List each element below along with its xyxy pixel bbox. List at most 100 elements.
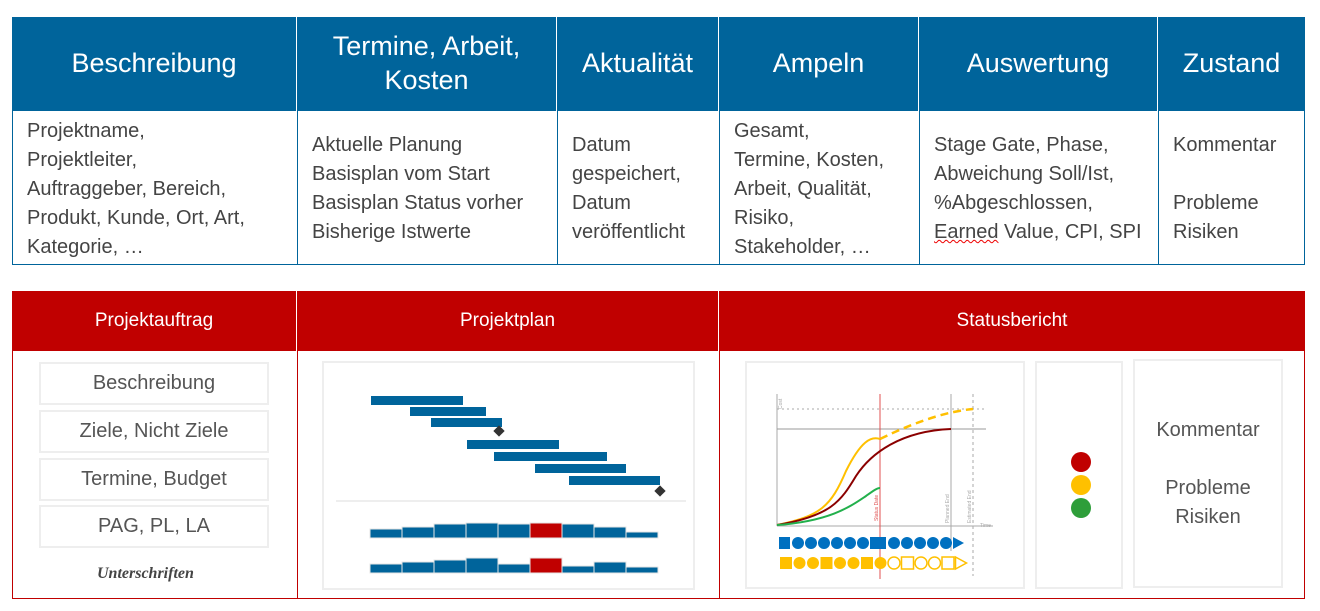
milestone-marker [874, 557, 887, 569]
planned-end-label: Planned End [945, 494, 951, 523]
auswertung-text: Stage Gate, Phase, Abweichung Soll/Ist, … [934, 134, 1115, 214]
traffic-light-green [1071, 498, 1091, 518]
auftrag-item: Termine, Budget [39, 458, 269, 501]
milestone-diamond [654, 485, 666, 497]
resource-bar [561, 523, 595, 539]
header-beschreibung: Beschreibung [12, 17, 297, 111]
gantt-bar [569, 476, 660, 485]
resource-bar [593, 561, 627, 574]
gantt-bar [494, 452, 607, 461]
resource-bar [369, 563, 403, 574]
gantt-bar [410, 407, 486, 416]
resource-bar [433, 559, 467, 574]
milestone-marker [888, 537, 900, 549]
resource-bar [465, 557, 499, 574]
milestone-triangle [953, 537, 964, 549]
milestone-marker [844, 537, 856, 549]
ev-curve [776, 487, 881, 526]
scurve-chart: Cost Time Status Date Planned End Estima… [776, 394, 993, 579]
cell-zustand: Kommentar Probleme Risiken [1158, 111, 1305, 265]
cell-beschreibung: Projektname, Projektleiter, Auftraggeber… [12, 111, 297, 265]
milestone-row-planned [779, 537, 964, 549]
traffic-light-panel [1035, 361, 1123, 589]
x-axis-label: Time [980, 523, 991, 529]
resource-bar [497, 563, 531, 574]
header-statusbericht: Statusbericht [719, 291, 1305, 351]
milestone-marker [805, 537, 817, 549]
milestone-marker [820, 557, 833, 569]
milestone-marker [792, 537, 804, 549]
header-aktualitaet: Aktualität [557, 17, 719, 111]
milestone-marker [927, 556, 942, 570]
cell-aktualitaet: Datum gespeichert, Datum veröffentlicht [557, 111, 719, 265]
resource-bar [561, 565, 595, 574]
milestone-marker [857, 537, 869, 549]
gantt-chart [336, 396, 686, 574]
earned-word: Earned [934, 221, 999, 243]
header-ampeln: Ampeln [719, 17, 919, 111]
milestone-row-actual [780, 555, 969, 571]
milestone-marker [831, 537, 843, 549]
milestone-marker [793, 557, 806, 569]
forecast-curve [879, 407, 974, 441]
resource-bar [497, 523, 531, 539]
cell-auswertung: Stage Gate, Phase, Abweichung Soll/Ist, … [919, 111, 1158, 265]
milestone-marker [870, 537, 886, 549]
milestone-marker [779, 537, 790, 549]
resource-bar [529, 522, 563, 539]
header-zustand: Zustand [1158, 17, 1305, 111]
auftrag-item: Beschreibung [39, 362, 269, 405]
projektauftrag-body [12, 351, 297, 599]
status-text-panel: Kommentar Probleme Risiken [1133, 359, 1283, 588]
resource-bar [625, 566, 659, 574]
traffic-light-yellow [1071, 475, 1091, 495]
scurve-panel: Cost Time Status Date Planned End Estima… [745, 361, 1025, 589]
y-axis-label: Cost [778, 398, 784, 409]
auftrag-item: PAG, PL, LA [39, 505, 269, 548]
cell-ampeln: Gesamt, Termine, Kosten, Arbeit, Qualitä… [719, 111, 919, 265]
milestone-marker [780, 557, 792, 569]
milestone-marker [900, 556, 915, 570]
milestone-marker [914, 537, 926, 549]
status-date-label: Status Date [874, 495, 880, 521]
resource-bar [465, 522, 499, 539]
resource-bar [433, 523, 467, 539]
auftrag-item: Ziele, Nicht Ziele [39, 410, 269, 453]
resource-bar [625, 531, 659, 539]
estimated-end-label: Estimated End [967, 490, 973, 523]
status-text: Kommentar Probleme Risiken [1156, 418, 1260, 528]
resource-bar [593, 526, 627, 539]
milestone-marker [940, 537, 952, 549]
projektplan-body [297, 351, 719, 599]
signature-label: Unterschriften [97, 565, 194, 582]
gantt-bar [467, 440, 559, 449]
gantt-bar [371, 396, 463, 405]
cell-termine: Aktuelle Planung Basisplan vom Start Bas… [297, 111, 557, 265]
resource-bar [401, 561, 435, 574]
milestone-marker [807, 557, 819, 569]
gantt-panel [322, 361, 695, 590]
milestone-triangle [954, 555, 969, 571]
auswertung-rest: Value, CPI, SPI [998, 221, 1142, 243]
header-termine: Termine, Arbeit, Kosten [297, 17, 557, 111]
header-projektplan: Projektplan [297, 291, 719, 351]
milestone-marker [901, 537, 913, 549]
statusbericht-body [719, 351, 1305, 599]
milestone-marker [887, 556, 901, 570]
milestone-marker [818, 537, 830, 549]
header-auswertung: Auswertung [919, 17, 1158, 111]
milestone-marker [941, 556, 955, 570]
milestone-marker [914, 556, 928, 570]
milestone-marker [834, 557, 846, 569]
gantt-bar [535, 464, 626, 473]
milestone-marker [927, 537, 939, 549]
resource-bar [401, 526, 435, 539]
milestone-marker [861, 557, 873, 569]
ac-curve [776, 437, 881, 526]
header-projektauftrag: Projektauftrag [12, 291, 297, 351]
milestone-marker [847, 557, 860, 569]
traffic-light-red [1071, 452, 1091, 472]
resource-bar [529, 557, 563, 574]
pv-curve [776, 428, 952, 526]
milestone-diamond [493, 425, 505, 437]
